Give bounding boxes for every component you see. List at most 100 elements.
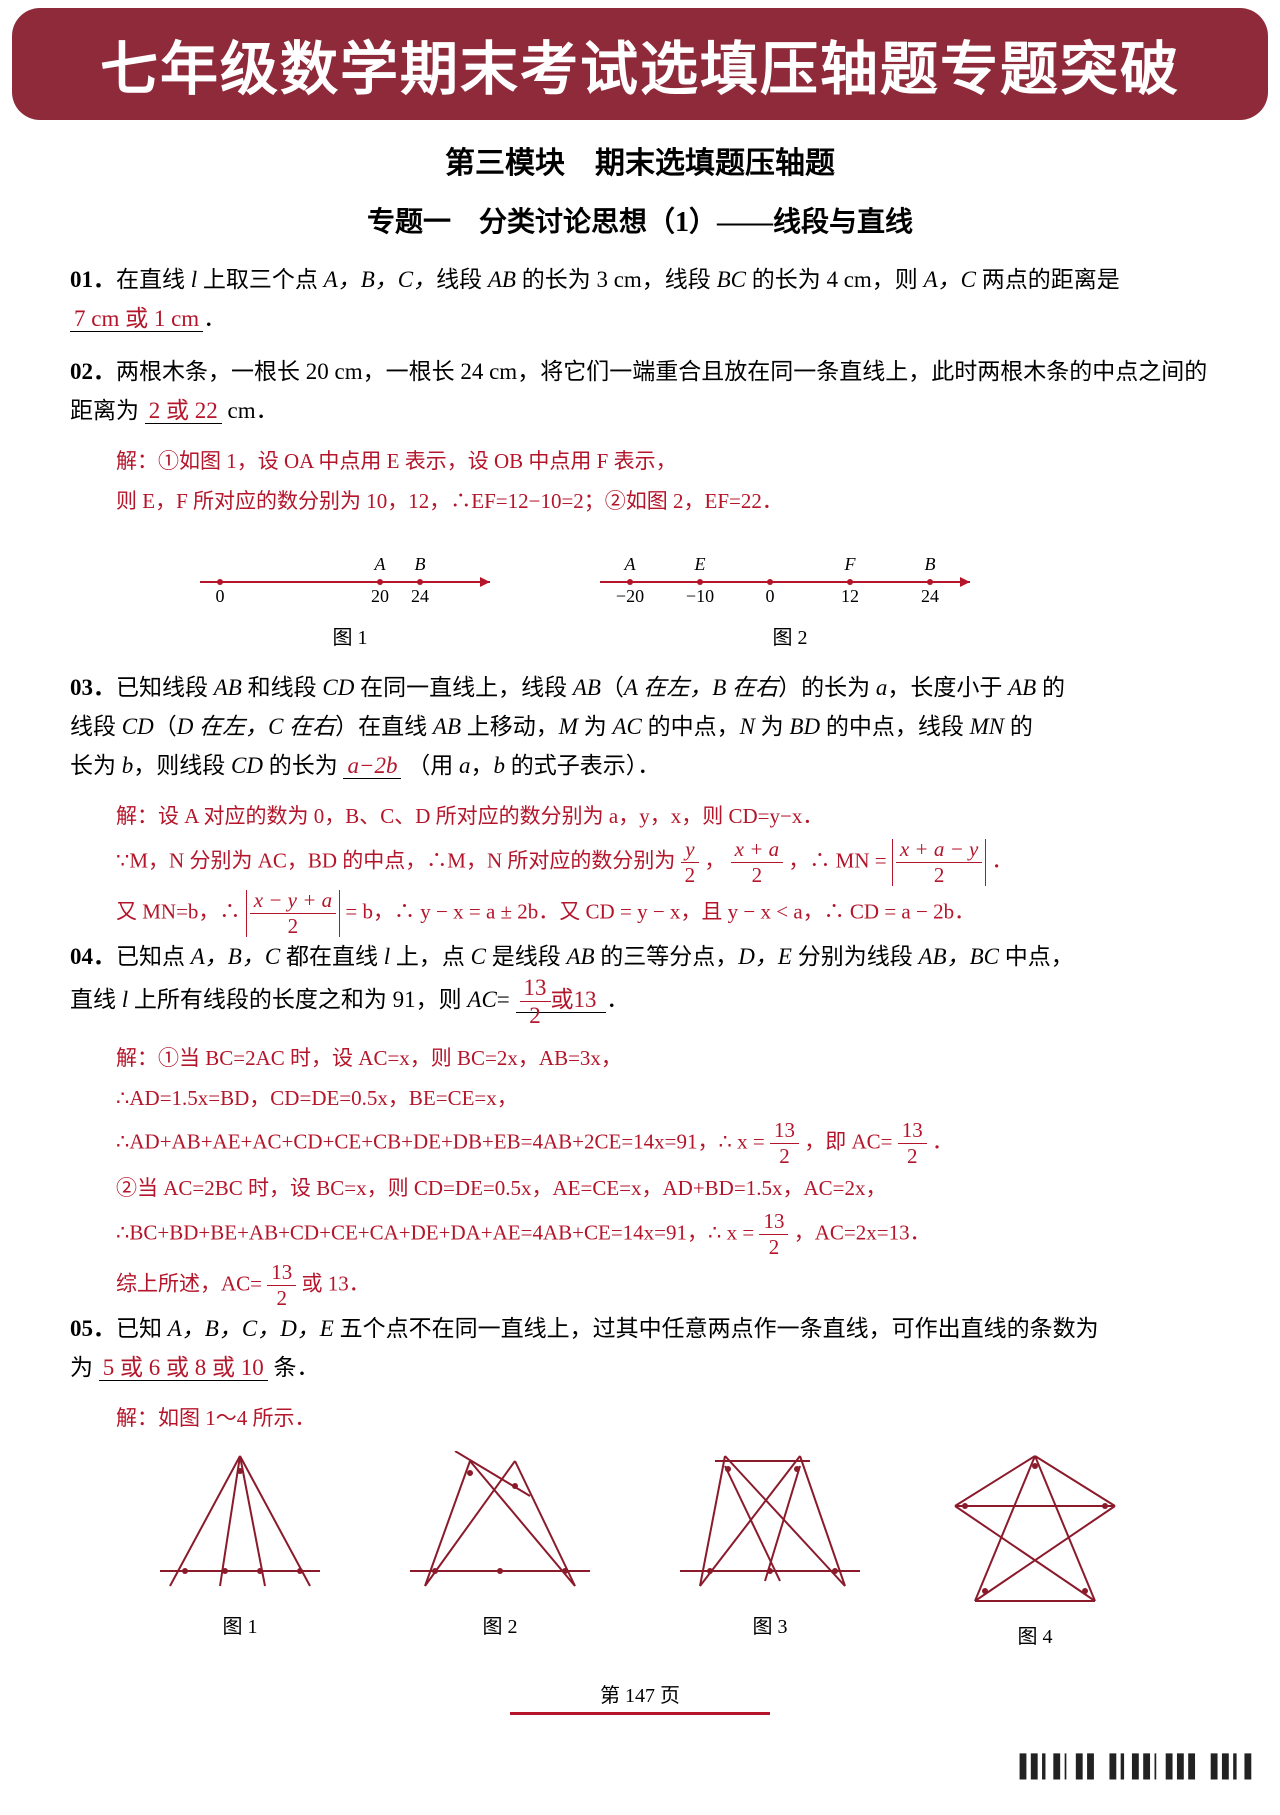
t: BD: [789, 714, 820, 739]
svg-text:−20: −20: [616, 586, 644, 606]
t: b: [122, 753, 134, 778]
t: A，B，C，D，E: [168, 1316, 334, 1341]
t: 13: [520, 976, 551, 1002]
t: 已知: [116, 1316, 168, 1341]
footer-rule: [510, 1712, 770, 1715]
t: 或 13．: [302, 1271, 370, 1295]
t: CD: [122, 714, 154, 739]
q01-t4: 的长为 3 cm，线段: [516, 267, 717, 292]
q03-num: 03．: [70, 668, 116, 707]
t: CD: [322, 675, 354, 700]
t: ，长度小于: [887, 675, 1008, 700]
svg-text:12: 12: [841, 586, 859, 606]
q05-unit: 条．: [274, 1355, 320, 1380]
q01-abc: A，B，C，: [324, 267, 436, 292]
q05-sol: 解：如图 1～4 所示．: [70, 1401, 1210, 1437]
svg-text:B: B: [925, 554, 936, 574]
t: 2: [896, 863, 982, 886]
svg-text:B: B: [415, 554, 426, 574]
question-03: 03．已知线段 AB 和线段 CD 在同一直线上，线段 AB（A 在左，B 在右…: [70, 668, 1210, 785]
t: ∵M，N 分别为 AC，BD 的中点，∴M，N 所对应的数分别为: [116, 848, 681, 872]
t: ，AC=2x=13．: [794, 1220, 931, 1244]
q01-ab: AB: [488, 267, 516, 292]
question-02: 02．两根木条，一根长 20 cm，一根长 24 cm，将它们一端重合且放在同一…: [70, 352, 1210, 430]
q02-fig1: 0 20 24 A B 图 1: [190, 532, 510, 650]
t: ，即 AC=: [804, 1130, 892, 1154]
svg-text:A: A: [374, 554, 387, 574]
t: 的: [1036, 675, 1065, 700]
t: 又 MN=b，∴: [116, 899, 246, 923]
question-04: 04．已知点 A，B，C 都在直线 l 上，点 C 是线段 AB 的三等分点，D…: [70, 937, 1210, 1027]
t: 2: [681, 863, 700, 886]
t: 2: [731, 863, 784, 886]
t: AC: [467, 987, 496, 1012]
t: N: [740, 714, 755, 739]
t: 2: [759, 1235, 788, 1258]
t: =: [497, 987, 516, 1012]
t: ，∴ MN =: [788, 848, 891, 872]
q02-answer: 2 或 22: [145, 398, 222, 424]
t: 13: [898, 1120, 927, 1144]
q05-fig1: 图 1: [150, 1451, 330, 1649]
q03-answer: a−2b: [343, 753, 401, 779]
t: 已知点: [116, 944, 191, 969]
t: M: [559, 714, 578, 739]
t: MN: [970, 714, 1005, 739]
q01-t3: 线段: [436, 267, 488, 292]
svg-text:20: 20: [371, 586, 389, 606]
q04-s5: ∴BC+BD+BE+AB+CD+CE+CA+DE+DA+AE=4AB+CE=14…: [70, 1211, 1210, 1258]
q02-sol1: 解：①如图 1，设 OA 中点用 E 表示，设 OB 中点用 F 表示，: [70, 444, 1210, 480]
t: AB，BC: [918, 944, 999, 969]
q02-figures: 0 20 24 A B 图 1 −20 −10 0 12 24: [70, 532, 1210, 650]
q01-answer: 7 cm 或 1 cm: [70, 306, 203, 332]
svg-text:E: E: [694, 554, 706, 574]
t: 的中点，: [642, 714, 740, 739]
t: ，: [704, 848, 725, 872]
banner-title: 七年级数学期末考试选填压轴题专题突破: [12, 8, 1268, 120]
t: D，E: [738, 944, 792, 969]
t: CD: [231, 753, 263, 778]
q05-answer: 5 或 6 或 8 或 10: [99, 1355, 268, 1381]
t: = b，∴ y − x = a ± 2b．又 CD = y − x，且 y − …: [345, 899, 975, 923]
t: 2: [770, 1144, 799, 1167]
lbl: 0: [216, 586, 225, 606]
t: 2: [267, 1286, 296, 1309]
svg-text:A: A: [624, 554, 637, 574]
t: 上，点: [390, 944, 471, 969]
svg-text:0: 0: [766, 586, 775, 606]
t: C: [471, 944, 486, 969]
cap: 图 3: [670, 1610, 870, 1639]
q04-s4: ②当 AC=2BC 时，设 BC=x，则 CD=DE=0.5x，AE=CE=x，…: [70, 1171, 1210, 1207]
page-number: 第 147 页: [600, 1685, 680, 1707]
t: （: [154, 714, 177, 739]
q01-t6: 两点的距离是: [976, 267, 1120, 292]
q05-fig3: 图 3: [670, 1451, 870, 1649]
t: 的式子表示）．: [505, 753, 660, 778]
t: y: [681, 839, 700, 863]
q05-fig2: 图 2: [400, 1451, 600, 1649]
q02-num: 02．: [70, 352, 116, 391]
t: 和线段: [242, 675, 323, 700]
t: 在同一直线上，线段: [354, 675, 573, 700]
t: 直线: [70, 987, 122, 1012]
page-footer: 第 147 页: [70, 1679, 1210, 1715]
t: 的中点，线段: [820, 714, 970, 739]
t: AB: [566, 944, 594, 969]
t: ．: [606, 987, 629, 1012]
svg-text:24: 24: [921, 586, 939, 606]
t: 2: [898, 1144, 927, 1167]
t: ．: [932, 1130, 953, 1154]
q02-unit: cm．: [228, 398, 279, 423]
t: AB: [573, 675, 601, 700]
t: 2: [520, 1002, 551, 1027]
t: 都在直线: [280, 944, 384, 969]
t: AB: [214, 675, 242, 700]
topic-title: 专题一 分类讨论思想（1）——线段与直线: [70, 200, 1210, 240]
barcode-deco: ▌▌▎▌▏▌▌ ▌▎▌▌▏▌▌▌ ▌▌▎▌: [0, 1755, 1280, 1780]
page-content: 第三模块 期末选填题压轴题 专题一 分类讨论思想（1）——线段与直线 01．在直…: [0, 138, 1280, 1745]
t: 2: [250, 914, 336, 937]
t: x − y + a: [250, 890, 336, 914]
q04-num: 04．: [70, 937, 116, 976]
t: 线段: [70, 714, 122, 739]
t: AB: [1008, 675, 1036, 700]
